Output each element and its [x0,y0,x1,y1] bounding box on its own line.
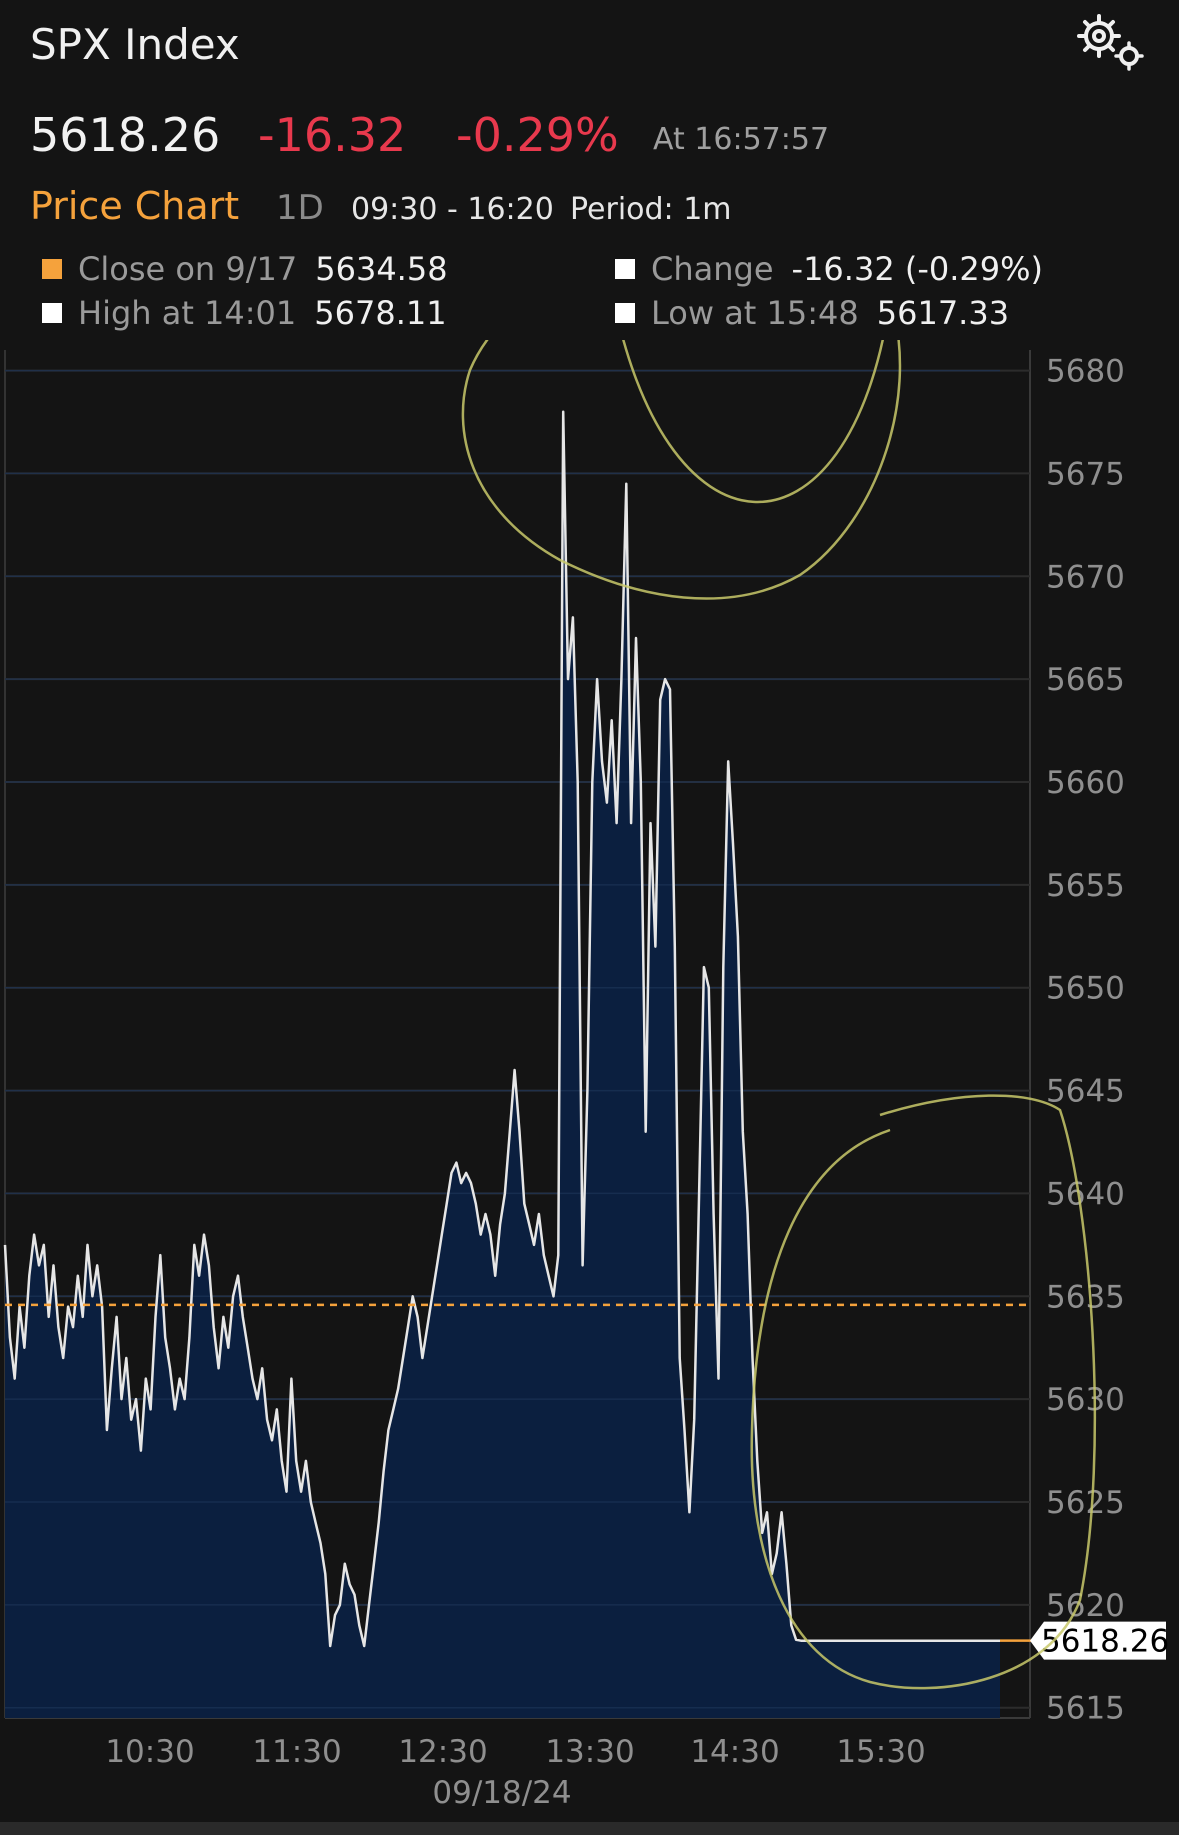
y-tick-label: 5645 [1046,1074,1125,1110]
quote-time: At 16:57:57 [653,122,830,157]
x-axis-label: 09/18/24 [432,1775,571,1810]
period-selector[interactable]: Period: 1m [570,192,732,227]
stat-close: Close on 9/17 5634.58 [42,250,448,288]
y-tick-label: 5650 [1046,971,1125,1007]
y-tick-label: 5665 [1046,662,1125,698]
y-tick-label: 5680 [1046,354,1125,390]
stat-close-label: Close on 9/17 [78,250,298,288]
x-tick-label: 13:30 [545,1734,634,1770]
stat-change-label: Change [651,250,774,288]
y-tick-label: 5630 [1046,1382,1125,1418]
y-tick-label: 5640 [1046,1176,1125,1212]
high-swatch [42,303,62,323]
stat-change: Change -16.32 (-0.29%) [615,250,1043,288]
stat-low-value: 5617.33 [876,294,1010,332]
stat-high-value: 5678.11 [314,294,447,332]
y-tick-label: 5615 [1046,1691,1125,1727]
x-tick-label: 12:30 [398,1734,487,1770]
close-swatch [42,259,62,279]
y-tick-label: 5670 [1046,559,1125,595]
last-price-label: 5618.26 [1041,1624,1169,1660]
y-tick-label: 5635 [1046,1279,1125,1315]
stat-high-label: High at 14:01 [78,294,297,332]
price-line [3,410,1000,1648]
last-price: 5618.26 [30,108,221,162]
annotation-ellipse-peak [461,340,902,600]
stat-close-value: 5634.58 [315,250,448,288]
x-tick-label: 11:30 [252,1734,341,1770]
y-tick-label: 5655 [1046,868,1125,904]
x-tick-label: 15:30 [836,1734,925,1770]
x-tick-label: 14:30 [690,1734,779,1770]
page-title: SPX Index [30,20,240,69]
percent-change: -0.29% [456,108,619,162]
price-chart[interactable]: 5615 5620 5625 5630 5635 5640 5645 5650 5655 5660… [0,340,1179,1810]
stat-low-label: Low at 15:48 [651,294,859,332]
low-swatch [615,303,635,323]
last-price-tag [1030,1621,1166,1660]
bottom-bar [0,1822,1179,1835]
change-swatch [615,259,635,279]
price-area [5,411,1000,1719]
chart-title: Price Chart [30,184,240,228]
annotation-ellipse-decline [750,1094,1097,1690]
range-selector[interactable]: 1D [276,188,324,228]
y-tick-label: 5625 [1046,1485,1125,1521]
session-hours: 09:30 - 16:20 [351,192,554,227]
y-tick-label: 5620 [1046,1588,1125,1624]
x-tick-label: 10:30 [105,1734,194,1770]
stat-low: Low at 15:48 5617.33 [615,294,1009,332]
stat-high: High at 14:01 5678.11 [42,294,447,332]
y-tick-label: 5660 [1046,765,1125,801]
gears-icon[interactable] [1075,12,1147,74]
net-change: -16.32 [258,108,407,162]
y-tick-label: 5675 [1046,456,1125,492]
stat-change-value: -16.32 (-0.29%) [791,250,1044,288]
